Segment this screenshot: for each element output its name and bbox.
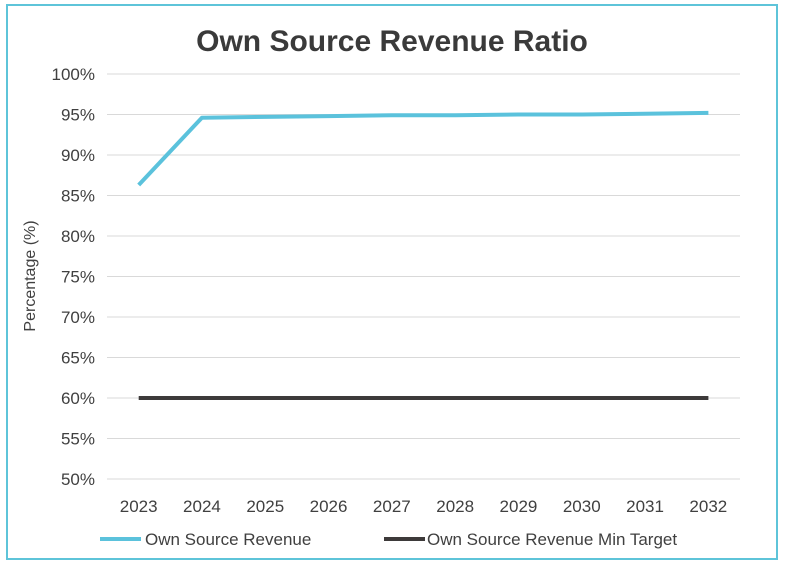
x-tick-label: 2027 <box>373 497 411 516</box>
chart-title: Own Source Revenue Ratio <box>196 25 588 58</box>
gridlines <box>107 73 740 480</box>
y-tick-label: 75% <box>61 268 95 287</box>
x-tick-label: 2025 <box>246 497 284 516</box>
chart-frame <box>6 4 778 560</box>
y-axis-title: Percentage (%) <box>22 220 39 331</box>
x-tick-label: 2028 <box>436 497 474 516</box>
y-tick-label: 85% <box>61 187 95 206</box>
y-tick-label: 65% <box>61 349 95 368</box>
x-tick-label: 2023 <box>120 497 158 516</box>
y-tick-label: 55% <box>61 430 95 449</box>
y-tick-label: 70% <box>61 308 95 327</box>
y-axis-ticks: 100% 95% 90% 85% 80% 75% 70% 65% 60% 55% 50% <box>52 65 95 489</box>
series-line-own-source-revenue <box>137 110 709 187</box>
x-axis-ticks: 2023 2024 2025 2026 2027 2028 2029 2030 2031 2032 <box>120 497 728 516</box>
legend-label: Own Source Revenue Min Target <box>427 530 677 549</box>
legend-label: Own Source Revenue <box>145 530 311 549</box>
y-tick-label: 60% <box>61 389 95 408</box>
series-lines <box>137 110 709 400</box>
x-tick-label: 2029 <box>500 497 538 516</box>
y-tick-label: 50% <box>61 470 95 489</box>
y-tick-label: 100% <box>52 65 95 84</box>
legend: Own Source Revenue Own Source Revenue Min… <box>100 530 677 549</box>
x-tick-label: 2031 <box>626 497 664 516</box>
x-tick-label: 2032 <box>689 497 727 516</box>
x-tick-label: 2024 <box>183 497 221 516</box>
x-tick-label: 2030 <box>563 497 601 516</box>
y-tick-label: 80% <box>61 227 95 246</box>
x-tick-label: 2026 <box>310 497 348 516</box>
y-tick-label: 90% <box>61 146 95 165</box>
y-tick-label: 95% <box>61 106 95 125</box>
